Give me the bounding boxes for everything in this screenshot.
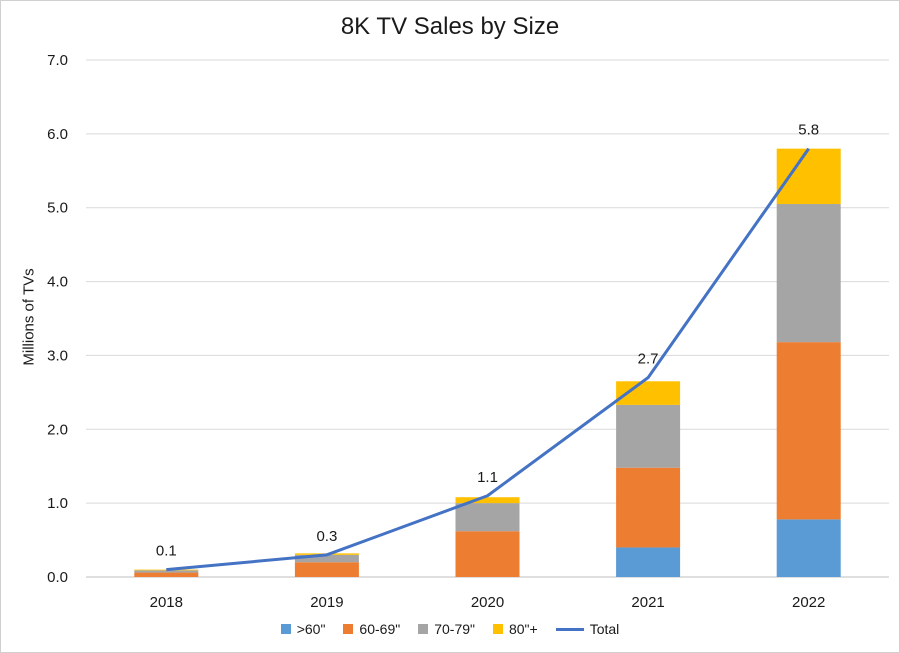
data-label: 1.1: [477, 469, 498, 486]
legend-label: 60-69": [359, 621, 401, 637]
y-tick-label: 7.0: [47, 52, 68, 69]
y-tick-label: 5.0: [47, 200, 68, 217]
y-tick-label: 1.0: [47, 495, 68, 512]
bar-segment: [776, 204, 841, 343]
bar-segment: [455, 531, 520, 577]
chart-title: 8K TV Sales by Size: [340, 13, 560, 40]
x-tick-label: 2018: [150, 594, 183, 611]
legend-label: 70-79": [434, 621, 475, 637]
bar-segment: [776, 519, 841, 577]
y-tick-label: 2.0: [47, 421, 68, 438]
data-label: 5.8: [798, 122, 819, 139]
legend-label: >60": [296, 621, 326, 637]
bar-segment: [776, 148, 841, 205]
legend-item: 60-69": [343, 621, 400, 637]
bar-segment: [134, 570, 199, 573]
bar-segment: [134, 572, 199, 577]
y-tick-label: 3.0: [47, 347, 68, 364]
data-label: 0.3: [316, 528, 337, 545]
legend-label: Total: [589, 621, 620, 637]
y-tick-label: 6.0: [47, 126, 68, 143]
bar-segment: [455, 497, 520, 504]
bar-segment: [294, 554, 359, 563]
legend-swatch: [555, 627, 584, 631]
bar-segment: [134, 569, 199, 571]
data-label: 0.1: [156, 543, 177, 560]
total-line: [166, 147, 810, 572]
y-tick-label: 0.0: [47, 569, 68, 586]
legend-swatch: [418, 624, 429, 634]
legend-swatch: [492, 624, 503, 634]
bar-segment: [616, 381, 681, 405]
legend-label: 80"+: [508, 621, 538, 637]
bar-segment: [616, 547, 681, 577]
legend-item: 70-79": [418, 621, 475, 637]
y-tick-label: 4.0: [47, 274, 68, 291]
data-label: 2.7: [638, 351, 659, 368]
x-tick-label: 2021: [631, 594, 664, 611]
bar-segment: [294, 562, 359, 577]
legend-swatch: [280, 624, 291, 634]
legend-item: 80"+: [492, 621, 538, 637]
legend-swatch: [343, 624, 354, 634]
bar-segment: [616, 467, 681, 548]
legend-item: Total: [555, 621, 620, 637]
bar-segment: [776, 342, 841, 520]
legend-item: >60": [280, 621, 326, 637]
x-tick-label: 2022: [792, 594, 825, 611]
x-tick-label: 2019: [310, 594, 343, 611]
x-tick-label: 2020: [471, 594, 504, 611]
bar-segment: [455, 503, 520, 532]
chart-legend: >60" 60-69" 70-79" 80"+ Total: [1, 621, 899, 637]
bar-segment: [616, 404, 681, 468]
